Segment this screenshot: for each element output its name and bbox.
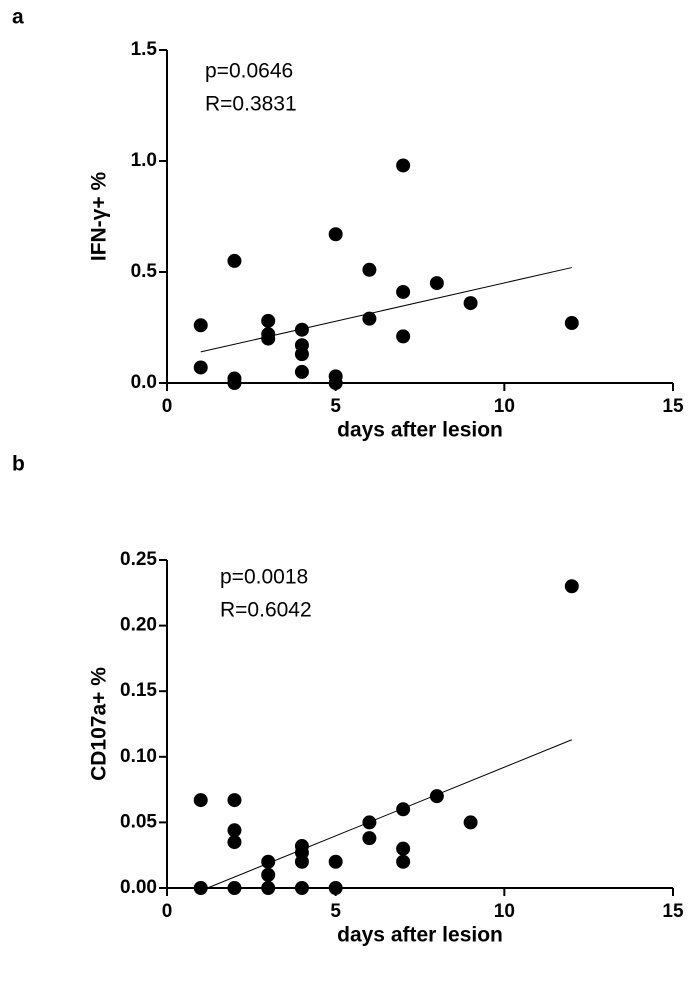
x-tick-label: 5 [330, 396, 341, 417]
point [261, 327, 276, 342]
point [429, 789, 444, 804]
annotation: p=0.0018 [220, 566, 308, 589]
point [463, 296, 478, 311]
panel-label: a [12, 6, 24, 29]
point [396, 841, 411, 856]
point [564, 579, 579, 594]
point [261, 854, 276, 869]
point [429, 276, 444, 291]
point [261, 881, 276, 895]
y-tick-label: 0.0 [131, 372, 157, 393]
trend-line [207, 739, 572, 889]
point [328, 227, 343, 242]
y-tick-label: 0.00 [120, 877, 157, 898]
point [396, 802, 411, 817]
x-tick-label: 10 [494, 396, 515, 417]
point [396, 854, 411, 869]
annotation: R=0.6042 [220, 599, 312, 622]
point [294, 881, 309, 895]
point [261, 867, 276, 882]
panel-label: b [12, 453, 25, 476]
point [227, 253, 242, 268]
point [396, 284, 411, 299]
point [328, 376, 343, 390]
y-tick-label: 0.15 [120, 680, 157, 701]
point [396, 329, 411, 344]
trend-line [200, 267, 572, 353]
x-tick-label: 0 [162, 396, 173, 417]
point [193, 318, 208, 333]
x-tick-label: 5 [330, 901, 341, 922]
annotation: R=0.3831 [205, 93, 297, 116]
point [193, 881, 208, 895]
point [328, 854, 343, 869]
point [193, 793, 208, 808]
x-tick-label: 0 [162, 901, 173, 922]
y-tick-label: 0.20 [120, 615, 157, 636]
point [362, 815, 377, 830]
y-tick-label: 1.0 [131, 150, 157, 171]
x-tick-label: 10 [494, 901, 515, 922]
point [294, 364, 309, 379]
point [362, 262, 377, 277]
x-axis-label: days after lesion [337, 419, 503, 442]
point [227, 823, 242, 838]
annotation: p=0.0646 [205, 60, 293, 83]
point [227, 376, 242, 390]
point [328, 881, 343, 895]
point [294, 322, 309, 337]
point [564, 316, 579, 331]
y-tick-label: 1.5 [131, 39, 158, 60]
y-tick-label: 0.5 [131, 261, 158, 282]
y-axis-label: CD107a+ % [88, 667, 111, 781]
point [227, 881, 242, 895]
point [227, 835, 242, 850]
y-tick-label: 0.25 [120, 549, 157, 570]
y-tick-label: 0.10 [120, 746, 157, 767]
point [362, 311, 377, 326]
point [362, 831, 377, 846]
x-tick-label: 15 [662, 396, 684, 417]
x-tick-label: 15 [662, 901, 684, 922]
x-axis-label: days after lesion [337, 924, 503, 947]
point [193, 360, 208, 375]
y-axis-label: IFN-γ+ % [88, 172, 111, 262]
point [294, 347, 309, 362]
point [261, 313, 276, 328]
point [463, 815, 478, 830]
y-tick-label: 0.05 [120, 811, 157, 832]
point [227, 793, 242, 808]
point [396, 158, 411, 173]
point [294, 854, 309, 869]
